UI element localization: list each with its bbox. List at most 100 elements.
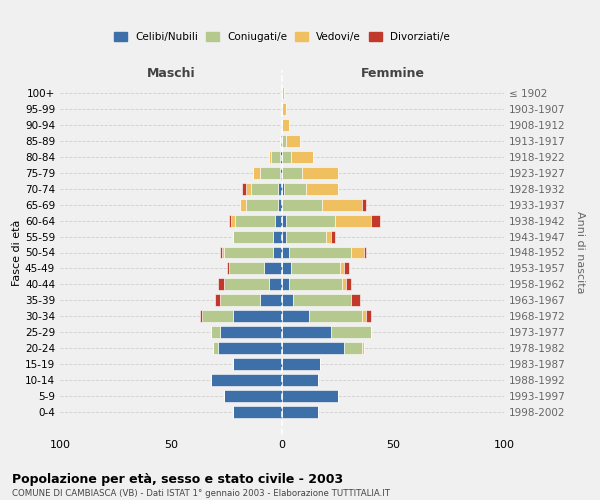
Bar — [362, 310, 367, 322]
Text: Maschi: Maschi — [146, 67, 196, 80]
Bar — [282, 294, 293, 306]
Bar — [280, 150, 282, 162]
Bar — [269, 150, 271, 162]
Bar — [340, 262, 344, 274]
Bar — [260, 294, 282, 306]
Bar — [211, 374, 282, 386]
Bar — [331, 326, 371, 338]
Bar — [278, 182, 282, 194]
Bar — [224, 278, 269, 290]
Bar — [200, 310, 202, 322]
Bar — [282, 230, 286, 242]
Bar — [308, 310, 362, 322]
Bar — [220, 246, 222, 258]
Bar — [233, 406, 282, 418]
Bar — [233, 310, 282, 322]
Bar — [302, 166, 337, 178]
Bar — [220, 294, 260, 306]
Bar — [273, 246, 282, 258]
Bar — [280, 166, 282, 178]
Bar — [231, 214, 235, 226]
Bar — [282, 406, 317, 418]
Bar — [291, 262, 340, 274]
Bar — [247, 182, 251, 194]
Bar — [331, 230, 335, 242]
Bar — [344, 262, 349, 274]
Bar — [351, 246, 364, 258]
Bar — [371, 214, 380, 226]
Legend: Celibi/Nubili, Coniugati/e, Vedovi/e, Divorziati/e: Celibi/Nubili, Coniugati/e, Vedovi/e, Di… — [110, 28, 454, 46]
Bar — [253, 166, 260, 178]
Bar — [280, 134, 282, 146]
Bar — [362, 342, 364, 354]
Bar — [282, 374, 317, 386]
Bar — [282, 214, 286, 226]
Bar — [215, 294, 220, 306]
Bar — [284, 182, 307, 194]
Bar — [362, 198, 367, 210]
Bar — [286, 134, 300, 146]
Bar — [271, 150, 280, 162]
Bar — [351, 294, 360, 306]
Bar — [326, 230, 331, 242]
Bar — [240, 198, 247, 210]
Bar — [282, 86, 284, 99]
Text: Popolazione per età, sesso e stato civile - 2003: Popolazione per età, sesso e stato civil… — [12, 472, 343, 486]
Bar — [224, 246, 273, 258]
Bar — [282, 310, 308, 322]
Bar — [218, 342, 282, 354]
Bar — [286, 214, 335, 226]
Bar — [282, 358, 320, 370]
Bar — [218, 278, 224, 290]
Bar — [342, 278, 346, 290]
Bar — [260, 166, 280, 178]
Bar — [293, 294, 351, 306]
Bar — [289, 246, 351, 258]
Bar — [251, 182, 278, 194]
Bar — [233, 358, 282, 370]
Bar — [291, 150, 313, 162]
Bar — [278, 198, 282, 210]
Bar — [247, 198, 278, 210]
Text: COMUNE DI CAMBIASCA (VB) - Dati ISTAT 1° gennaio 2003 - Elaborazione TUTTITALIA.: COMUNE DI CAMBIASCA (VB) - Dati ISTAT 1°… — [12, 489, 390, 498]
Bar — [282, 390, 337, 402]
Bar — [364, 246, 367, 258]
Bar — [229, 214, 231, 226]
Bar — [224, 390, 282, 402]
Bar — [307, 182, 337, 194]
Y-axis label: Anni di nascita: Anni di nascita — [575, 211, 585, 294]
Bar — [346, 278, 351, 290]
Bar — [335, 214, 371, 226]
Bar — [344, 342, 362, 354]
Bar — [282, 262, 291, 274]
Bar — [235, 214, 275, 226]
Bar — [264, 262, 282, 274]
Bar — [282, 246, 289, 258]
Bar — [282, 134, 286, 146]
Bar — [275, 214, 282, 226]
Bar — [282, 198, 322, 210]
Bar — [269, 278, 282, 290]
Bar — [202, 310, 233, 322]
Bar — [282, 166, 302, 178]
Bar — [282, 150, 291, 162]
Y-axis label: Fasce di età: Fasce di età — [12, 220, 22, 286]
Bar — [367, 310, 371, 322]
Bar — [282, 326, 331, 338]
Bar — [273, 230, 282, 242]
Bar — [282, 342, 344, 354]
Text: Femmine: Femmine — [361, 67, 425, 80]
Bar — [211, 326, 220, 338]
Bar — [227, 262, 229, 274]
Bar — [322, 198, 362, 210]
Bar — [282, 118, 289, 130]
Bar — [289, 278, 342, 290]
Bar — [233, 230, 273, 242]
Bar — [229, 262, 264, 274]
Bar — [222, 246, 224, 258]
Bar — [213, 342, 218, 354]
Bar — [220, 326, 282, 338]
Bar — [242, 182, 247, 194]
Bar — [282, 278, 289, 290]
Bar — [282, 182, 284, 194]
